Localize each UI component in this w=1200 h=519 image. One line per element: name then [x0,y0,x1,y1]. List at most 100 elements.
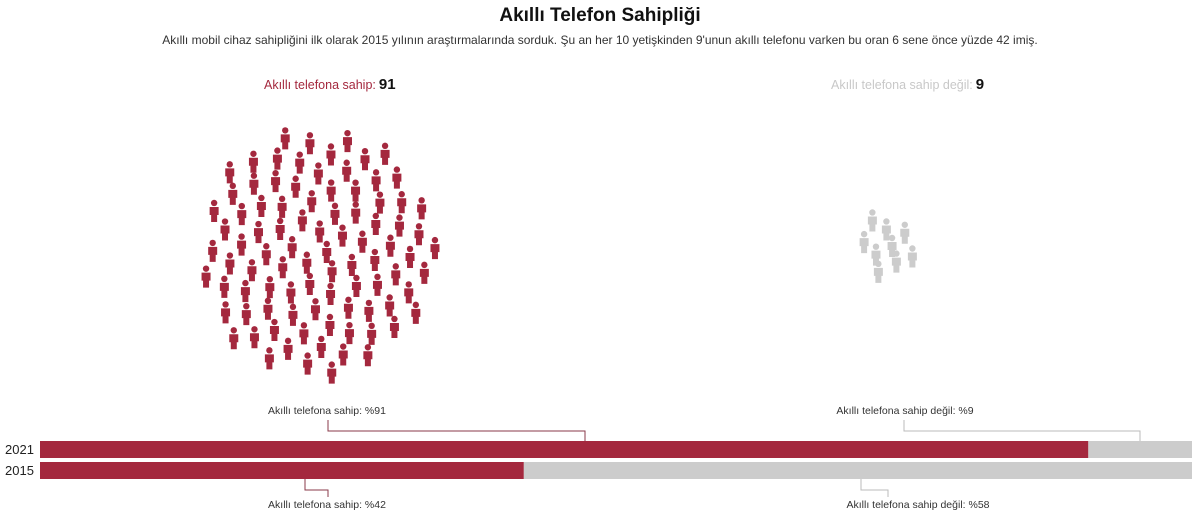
person-icon [326,282,336,306]
person-icon [342,159,352,182]
person-icon [237,233,247,256]
person-icon [225,252,235,275]
person-icon [295,151,305,174]
person-icon [351,274,361,298]
leader-2015-own [304,479,329,497]
person-icon [241,302,251,326]
person-icon [881,218,891,241]
person-icon [208,239,218,262]
annotation-2015-not: Akıllı telefona sahip değil: %58 [846,499,990,511]
person-icon [385,294,395,317]
person-icon [417,197,427,220]
person-icon [265,275,275,299]
person-icon [867,209,877,232]
person-icon [261,243,271,266]
person-icon [419,261,429,284]
year-label-2021: 2021 [5,442,34,457]
group-label-text: Akıllı telefona sahip değil: [831,78,973,92]
person-icon [337,224,347,247]
bar-2021-own [40,441,1089,458]
person-icon [371,212,381,235]
person-icon [225,161,235,184]
person-icon [249,172,259,195]
person-icon [313,162,323,185]
person-icon [394,214,404,237]
bar-2015-not-own [523,462,1192,479]
person-icon [291,175,301,198]
person-icon [263,297,273,320]
person-icon [371,169,381,192]
group-count: 9 [975,76,985,93]
person-icon [351,179,361,202]
person-icon [342,129,352,153]
leader-2021-not [903,420,1141,441]
person-icon [380,142,390,165]
year-label-2015: 2015 [5,463,34,478]
person-icon [391,263,401,286]
person-icon [302,251,312,274]
chart-title: Akıllı Telefon Sahipliği [499,5,701,26]
person-icon [389,315,399,338]
group-label-text: Akıllı telefona sahip: [264,78,376,92]
leader-2015-not [860,479,889,497]
annotation-2021-own: Akıllı telefona sahip: %91 [268,405,386,417]
person-icon [367,322,377,345]
person-icon [310,298,320,321]
annotation-2015-own: Akıllı telefona sahip: %42 [268,499,386,511]
person-icon [907,245,917,268]
person-icon [221,301,231,324]
person-icon [326,179,336,202]
person-icon [900,221,910,244]
person-icon [264,347,274,370]
person-icon [275,217,285,240]
person-icon [272,147,282,170]
person-icon [325,313,335,336]
person-icon [351,201,361,224]
person-icon [249,326,259,349]
person-icon [299,322,309,345]
person-icon [316,335,326,358]
person-icon [288,303,298,326]
person-icon [287,236,297,259]
annotation-2021-not: Akıllı telefona sahip değil: %9 [836,405,974,417]
person-icon [247,259,257,282]
person-icon [305,272,315,295]
person-icon [303,352,313,375]
person-icon [891,250,901,273]
person-icon [240,279,250,303]
person-icon [201,265,211,288]
person-icon [370,248,380,272]
person-icon [286,281,296,304]
person-icon [363,344,373,367]
person-icon [873,260,883,283]
person-icon [430,236,440,260]
person-icon [375,191,385,214]
person-icon [269,318,279,342]
person-icon [209,199,219,222]
leader-2021-own [327,420,586,441]
person-icon [307,190,317,213]
person-icon [277,195,287,218]
person-icon [271,169,281,193]
person-icon [237,202,247,226]
person-icon [405,245,415,268]
person-icon [297,209,307,232]
person-icon [385,234,395,257]
chart-subtitle: Akıllı mobil cihaz sahipliğini ilk olara… [162,33,1038,47]
person-icon [253,220,263,244]
bar-2021-not-own [1088,441,1192,458]
person-icon [315,220,325,243]
person-icon [392,166,402,189]
person-icon [305,132,315,155]
person-icon [397,191,407,214]
person-icon [327,361,337,384]
person-icon [327,260,337,283]
person-icon [220,218,230,241]
person-icon [372,273,382,296]
person-icon [228,182,238,205]
person-icon [278,256,288,279]
person-icon [404,281,414,304]
person-icon [322,240,332,263]
person-icon [364,299,374,322]
